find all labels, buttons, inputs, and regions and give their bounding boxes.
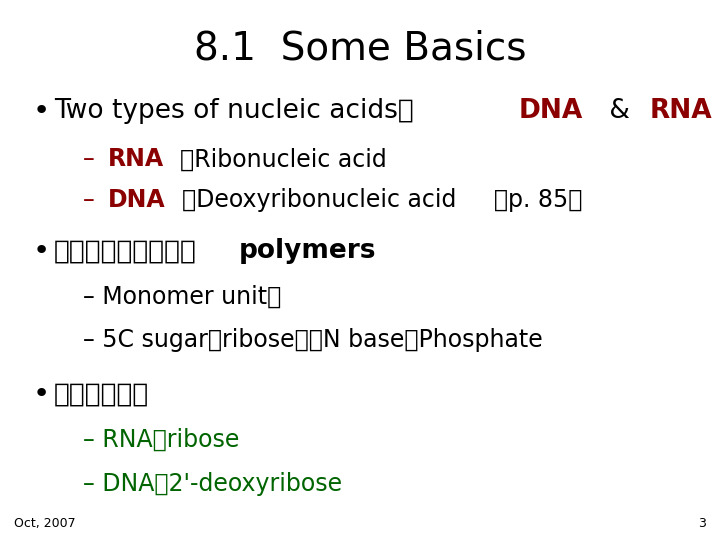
Text: ：Ribonucleic acid: ：Ribonucleic acid [180, 147, 387, 171]
Text: DNA: DNA [107, 188, 166, 212]
Text: RNA: RNA [649, 98, 712, 124]
Text: RNA: RNA [107, 147, 163, 171]
Text: ：Deoxyribonucleic acid     （p. 85）: ：Deoxyribonucleic acid （p. 85） [182, 188, 582, 212]
Text: •: • [32, 380, 50, 408]
Text: &: & [601, 98, 639, 124]
Text: – 5C sugar（ribose）＋N base＋Phosphate: – 5C sugar（ribose）＋N base＋Phosphate [83, 328, 543, 352]
Text: –: – [83, 147, 102, 171]
Text: –: – [83, 188, 102, 212]
Text: Two types of nucleic acids：: Two types of nucleic acids： [54, 98, 414, 124]
Text: 3: 3 [698, 517, 706, 530]
Text: Oct, 2007: Oct, 2007 [14, 517, 76, 530]
Text: •: • [32, 237, 50, 265]
Text: 8.1  Some Basics: 8.1 Some Basics [194, 30, 526, 68]
Text: •: • [32, 97, 50, 125]
Text: 二者共同特色：均為: 二者共同特色：均為 [54, 238, 197, 264]
Text: – Monomer unit：: – Monomer unit： [83, 285, 281, 309]
Text: 二者間差異：: 二者間差異： [54, 381, 149, 407]
Text: polymers: polymers [238, 238, 376, 264]
Text: DNA: DNA [518, 98, 582, 124]
Text: – RNA：ribose: – RNA：ribose [83, 428, 239, 452]
Text: – DNA：2'-deoxyribose: – DNA：2'-deoxyribose [83, 472, 342, 496]
